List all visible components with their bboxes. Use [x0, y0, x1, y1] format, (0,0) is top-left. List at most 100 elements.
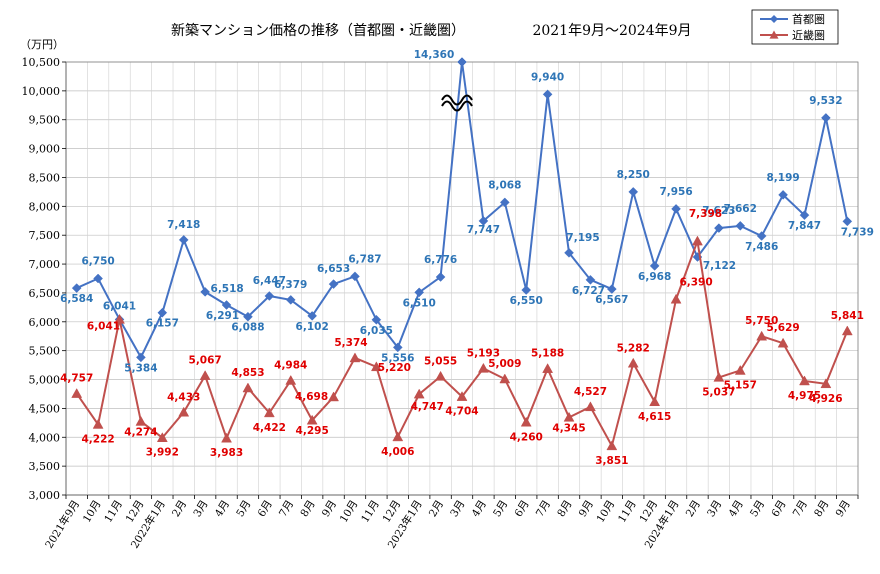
data-label-shutoken: 7,122	[703, 260, 736, 272]
axis-layer: 3,000 3,500 4,000 4,500 5,000 5,500 6,000 6,500…	[22, 56, 859, 551]
data-point-shutoken	[585, 274, 596, 285]
x-tick-label: 7月	[534, 498, 553, 519]
data-label-shutoken: 6,035	[360, 325, 393, 337]
x-tick-label: 10月	[338, 498, 361, 525]
data-point-shutoken	[649, 261, 660, 271]
data-point-kinki	[499, 373, 511, 384]
data-label-shutoken: 8,068	[488, 179, 521, 191]
data-label-kinki: 4,975	[788, 390, 821, 402]
data-point-shutoken	[371, 314, 382, 325]
data-label-shutoken: 6,102	[296, 321, 329, 333]
data-point-kinki	[585, 401, 596, 412]
y-tick-label: 9,500	[29, 114, 61, 127]
data-point-shutoken	[478, 216, 489, 226]
x-tick-label: 2月	[427, 498, 446, 519]
data-point-shutoken	[243, 311, 253, 322]
x-tick-label: 2月	[170, 498, 189, 519]
data-point-shutoken	[457, 57, 467, 67]
y-axis-unit: （万円）	[20, 38, 64, 51]
axis-break-mark	[441, 100, 473, 112]
x-tick-label: 7月	[277, 498, 296, 519]
data-point-kinki	[841, 325, 853, 336]
data-point-shutoken	[799, 210, 810, 221]
data-point-kinki	[756, 330, 768, 341]
x-tick-label: 8月	[555, 498, 574, 519]
data-label-shutoken: 6,787	[348, 253, 381, 265]
data-label-kinki: 4,295	[296, 425, 329, 437]
data-label-kinki: 5,841	[831, 310, 864, 322]
data-label-shutoken: 6,750	[81, 256, 114, 268]
data-label-kinki: 4,747	[411, 401, 444, 413]
data-label-kinki: 3,983	[210, 447, 243, 459]
x-tick-label: 5月	[491, 498, 510, 519]
data-label-kinki: 6,390	[679, 276, 712, 288]
series-layer	[71, 57, 853, 451]
data-label-shutoken: 6,041	[103, 300, 136, 312]
x-tick-label: 11月	[616, 498, 639, 525]
data-label-shutoken: 7,956	[659, 186, 692, 198]
x-tick-label: 3月	[705, 498, 724, 519]
data-point-shutoken	[178, 235, 189, 245]
data-point-shutoken	[756, 231, 767, 241]
data-label-shutoken: 9,532	[809, 95, 842, 107]
data-label-shutoken: 6,727	[572, 285, 605, 297]
y-tick-label: 3,000	[29, 489, 61, 502]
data-point-shutoken	[157, 307, 168, 318]
data-point-shutoken	[435, 272, 446, 282]
plot-area	[65, 61, 859, 496]
data-point-kinki	[820, 378, 832, 389]
data-point-kinki	[606, 440, 618, 451]
y-tick-label: 7,000	[29, 258, 61, 271]
data-label-shutoken: 7,623	[702, 205, 735, 217]
data-label-shutoken: 14,360	[414, 49, 455, 61]
data-point-shutoken	[521, 285, 532, 295]
y-tick-label: 4,500	[29, 402, 61, 415]
data-point-shutoken	[328, 279, 339, 289]
data-label-kinki: 5,055	[424, 355, 457, 367]
data-label-shutoken: 6,776	[424, 254, 457, 266]
data-point-shutoken	[414, 287, 425, 298]
data-label-kinki: 5,193	[467, 347, 500, 359]
data-label-shutoken: 6,379	[274, 279, 307, 291]
data-label-shutoken: 7,662	[724, 203, 757, 215]
x-tick-label: 4月	[727, 498, 746, 519]
data-point-shutoken	[264, 291, 275, 301]
data-label-kinki: 4,527	[574, 386, 607, 398]
data-point-shutoken	[221, 300, 232, 310]
x-tick-label: 7月	[791, 498, 810, 519]
grid-layer	[65, 61, 859, 496]
legend-marker-triangle	[769, 30, 779, 39]
data-point-shutoken	[671, 204, 681, 214]
data-point-kinki	[242, 382, 254, 393]
data-label-shutoken: 6,518	[211, 283, 244, 295]
data-label-kinki: 4,984	[274, 359, 307, 371]
data-point-kinki	[692, 235, 703, 246]
data-point-kinki	[349, 352, 361, 363]
y-tick-label: 9,000	[29, 143, 61, 156]
legend-label-kinki: 近畿圏	[792, 28, 825, 42]
y-tick-label: 10,000	[22, 85, 61, 98]
data-label-shutoken: 6,653	[317, 263, 350, 275]
x-tick-label: 2月	[684, 498, 703, 519]
data-label-kinki: 4,433	[167, 391, 200, 403]
data-point-shutoken	[821, 113, 831, 123]
data-label-kinki: 5,157	[724, 379, 757, 391]
x-tick-label: 6月	[769, 498, 788, 519]
data-label-kinki: 4,274	[124, 426, 157, 438]
data-label-kinki: 5,037	[702, 386, 735, 398]
data-label-kinki: 4,422	[253, 422, 286, 434]
x-tick-label: 2021年9月	[42, 498, 82, 551]
x-tick-label: 9月	[834, 498, 853, 519]
data-point-shutoken	[350, 271, 360, 282]
data-point-kinki	[92, 418, 104, 429]
data-label-kinki: 4,006	[381, 446, 414, 458]
data-label-kinki: 3,992	[146, 447, 179, 459]
x-tick-label: 4月	[470, 498, 489, 519]
data-label-kinki: 5,282	[617, 342, 650, 354]
data-point-kinki	[435, 370, 447, 381]
data-label-kinki: 6,041	[87, 320, 120, 332]
data-label-kinki: 4,615	[638, 411, 671, 423]
data-point-shutoken	[778, 189, 788, 200]
